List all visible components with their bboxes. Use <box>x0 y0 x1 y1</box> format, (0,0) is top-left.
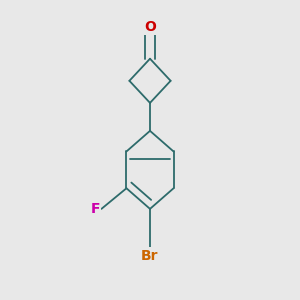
Text: Br: Br <box>141 249 159 262</box>
Text: O: O <box>144 20 156 34</box>
Text: F: F <box>90 202 100 216</box>
